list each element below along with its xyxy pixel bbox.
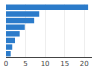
svg-text:0: 0 bbox=[4, 60, 8, 68]
svg-text:5: 5 bbox=[23, 60, 27, 68]
svg-text:20: 20 bbox=[80, 60, 89, 68]
svg-text:15: 15 bbox=[60, 60, 69, 68]
svg-text:10: 10 bbox=[41, 60, 50, 68]
